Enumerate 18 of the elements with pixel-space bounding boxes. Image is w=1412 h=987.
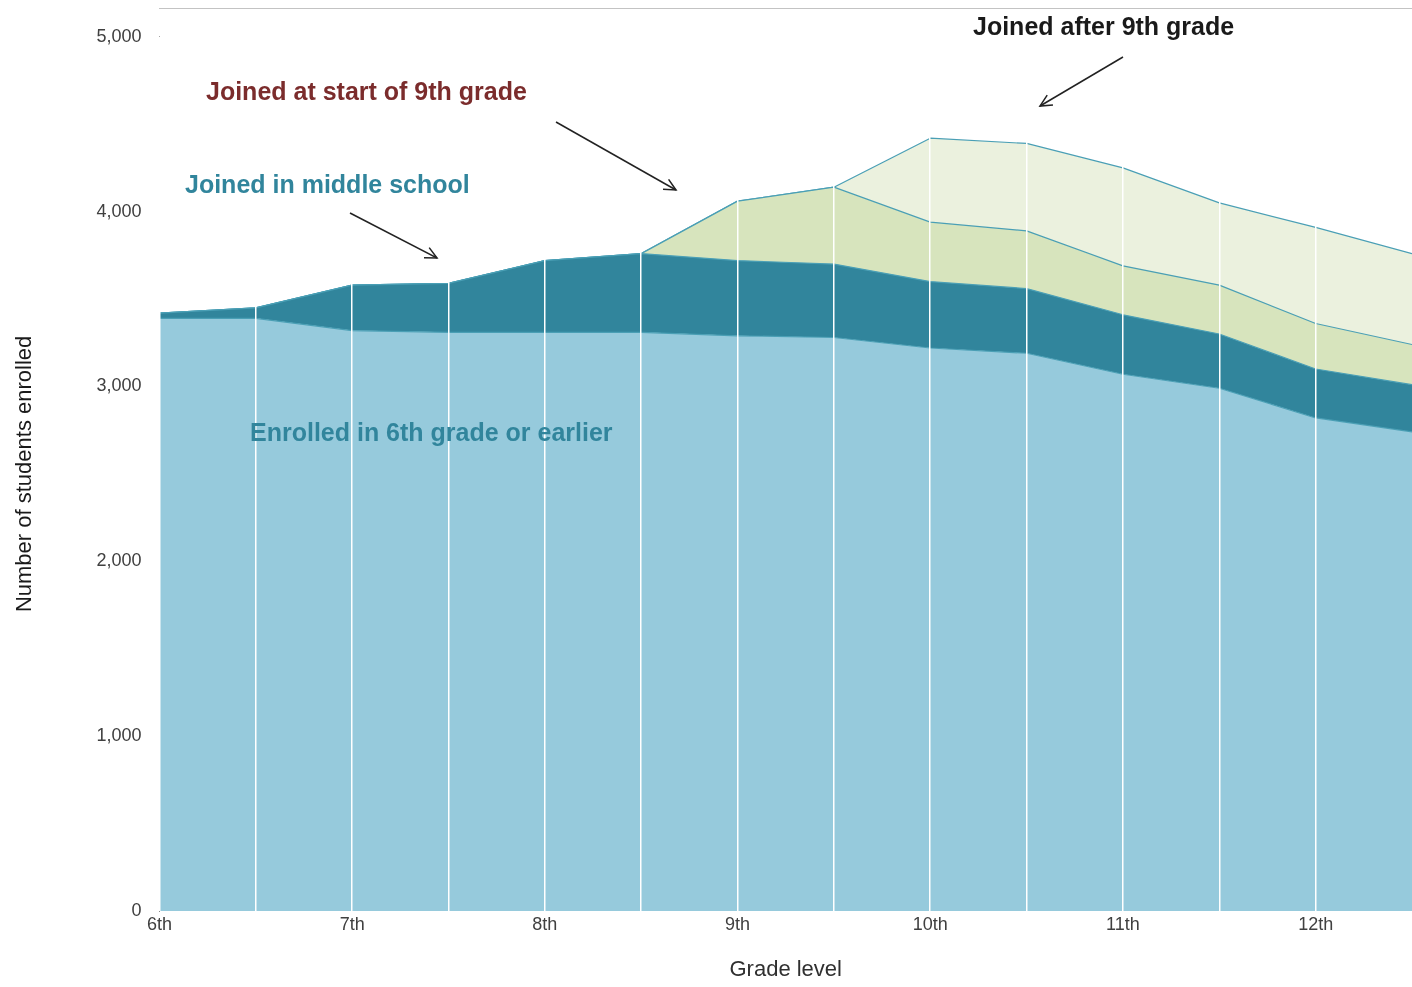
x-tick-label: 6th [146,913,172,934]
x-tick-label: 7th [339,913,365,934]
x-tick-label: 12th [1298,913,1334,934]
y-tick-label: 2,000 [96,550,142,571]
x-axis-title: Grade level [729,955,842,981]
x-tick-label: 10th [912,913,948,934]
x-tick-label: 9th [725,913,751,934]
annotation: Joined at start of 9th grade [206,76,527,105]
annotation: Joined after 9th grade [973,11,1235,40]
x-tick-label: 8th [532,913,558,934]
y-tick-label: 5,000 [96,25,142,46]
text: Joined in middle school [185,169,470,198]
y-tick-label: 0 [131,899,142,920]
y-axis-title: Number of students enrolled [11,335,37,613]
y-tick-label: 3,000 [96,375,142,396]
x-tick-label: 11th [1106,913,1140,934]
y-tick-label: 4,000 [96,200,142,221]
y-tick-label: 1,000 [96,725,142,746]
